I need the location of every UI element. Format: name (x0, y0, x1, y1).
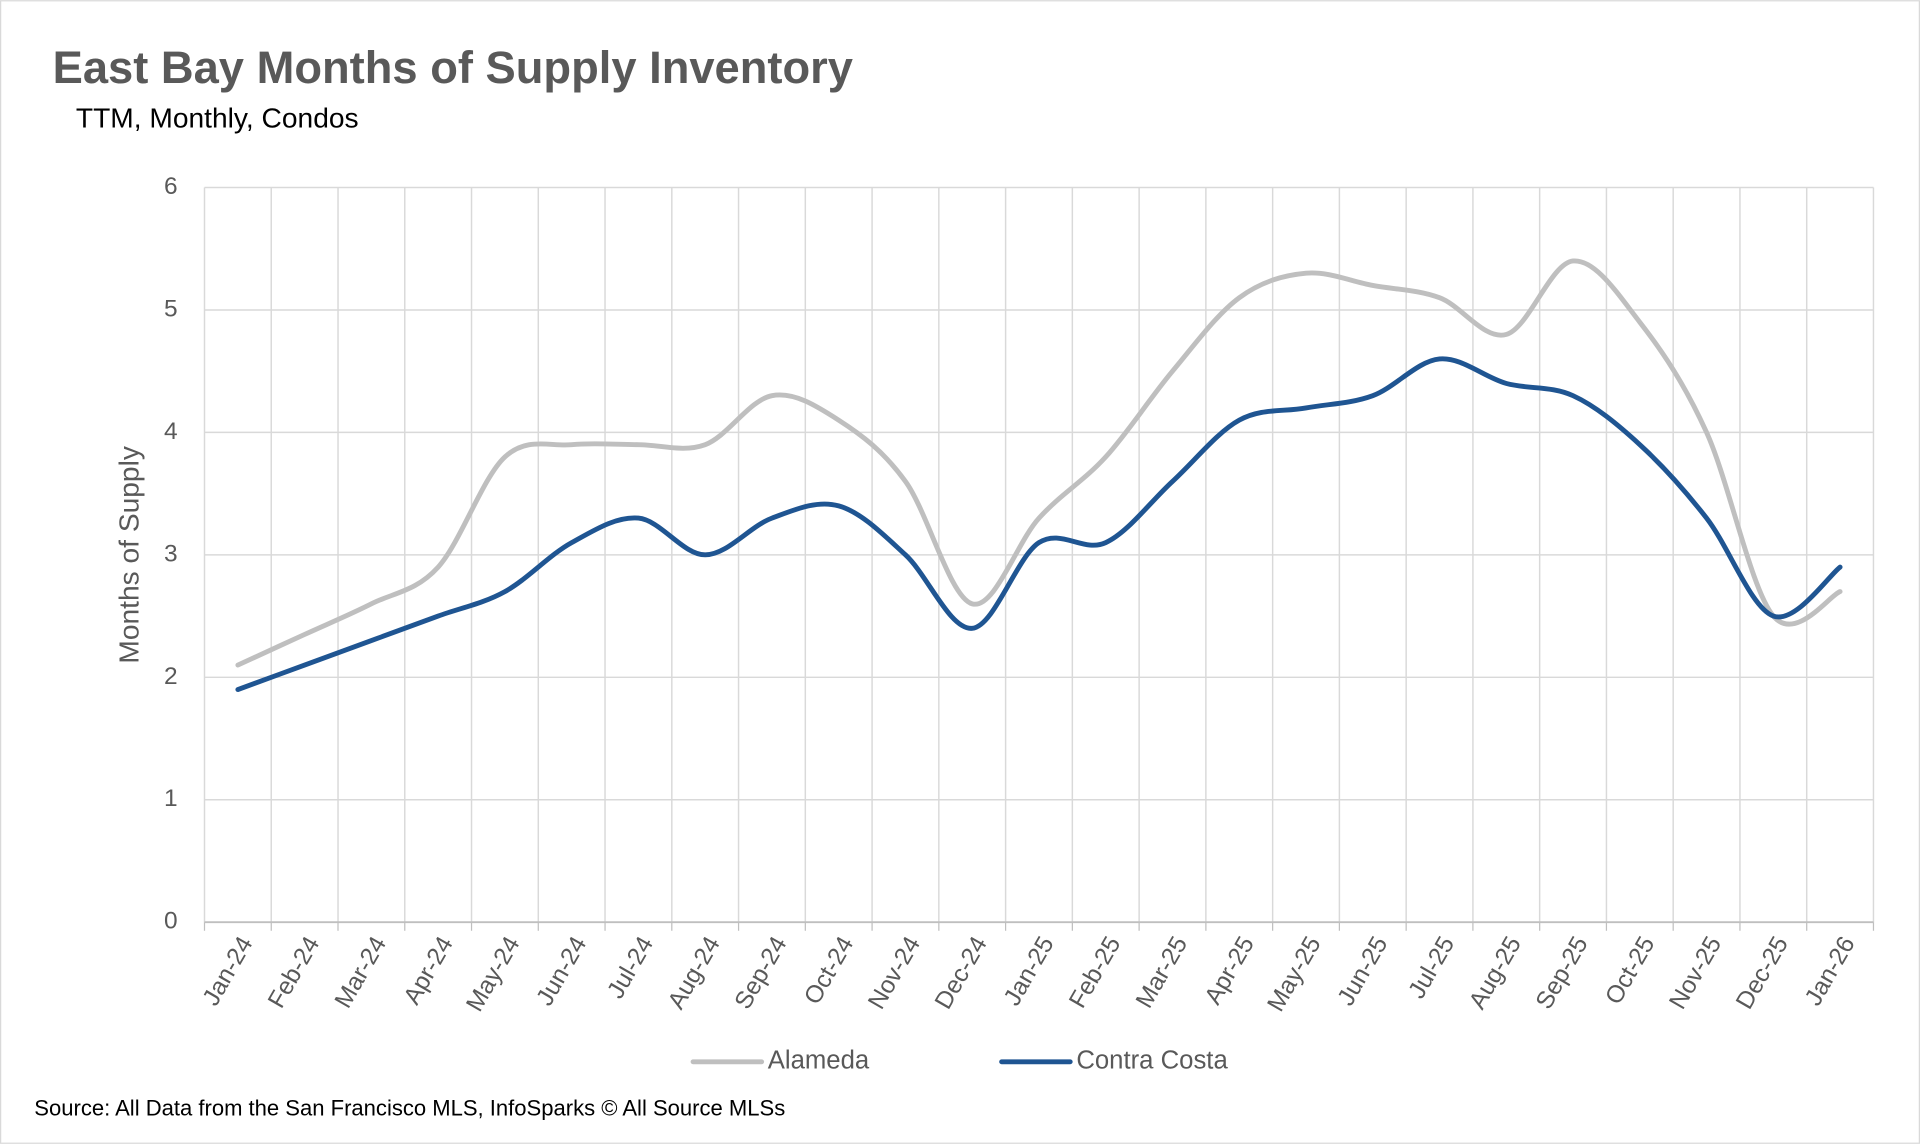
source-note: Source: All Data from the San Francisco … (34, 1095, 785, 1120)
y-tick-label: 0 (164, 908, 178, 935)
y-tick-label: 6 (164, 173, 178, 200)
y-tick-label: 2 (164, 663, 178, 690)
series-line (235, 356, 1843, 692)
y-tick-label: 4 (164, 418, 178, 445)
y-tick-label: 3 (164, 540, 178, 567)
legend-label: Alameda (768, 1047, 870, 1075)
chart-title: East Bay Months of Supply Inventory (53, 42, 853, 93)
y-tick-label: 5 (164, 295, 178, 322)
legend-label: Contra Costa (1076, 1047, 1228, 1075)
series-line (235, 258, 1843, 668)
chart-subtitle: TTM, Monthly, Condos (76, 103, 359, 134)
y-tick-label: 1 (164, 785, 178, 812)
y-axis-label: Months of Supply (113, 445, 144, 663)
